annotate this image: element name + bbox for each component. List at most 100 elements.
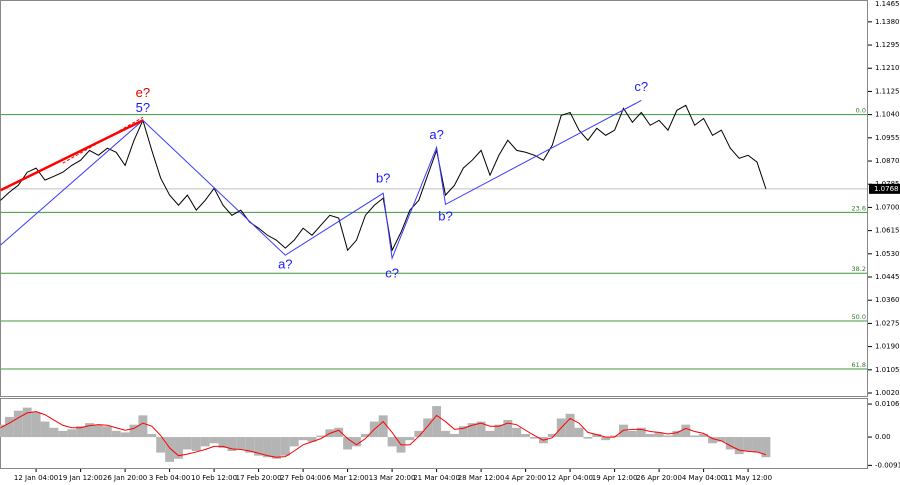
histogram-bar	[138, 415, 148, 438]
histogram-bar	[102, 426, 112, 438]
histogram-bar	[245, 437, 255, 453]
histogram-bar	[13, 410, 23, 438]
histogram-bar	[4, 416, 14, 438]
x-tick-label: 11 May 12:00	[724, 474, 772, 482]
histogram-bar	[672, 430, 682, 438]
histogram-bar	[565, 413, 575, 438]
x-tick-label: 21 Mar 04:00	[413, 474, 460, 482]
histogram-bar	[521, 433, 531, 438]
histogram-bar	[681, 424, 691, 438]
histogram-bar	[147, 433, 157, 438]
x-tick-label: 6 Mar 12:00	[326, 474, 368, 482]
wave-line	[0, 99, 642, 261]
histogram-bar	[441, 430, 450, 438]
y-tick-label: 1.0955	[875, 134, 900, 142]
histogram-bar	[352, 437, 361, 447]
y-tick-label: 1.0615	[875, 227, 900, 235]
histogram-bar	[761, 437, 771, 458]
histogram-bar	[708, 437, 717, 444]
signal-line	[0, 411, 767, 458]
histogram-bar	[93, 424, 103, 438]
histogram-bar	[574, 427, 584, 438]
wave-label: b?	[376, 171, 390, 186]
histogram-bar	[752, 437, 762, 453]
histogram-bar	[218, 437, 228, 448]
wave-label: c?	[634, 79, 648, 94]
y-tick-label: 1.0700	[875, 203, 900, 211]
histogram-bar	[76, 426, 86, 438]
histogram-bar	[378, 415, 388, 438]
histogram-bar	[458, 426, 468, 438]
fib-label: 50.0	[852, 313, 866, 321]
histogram-bar	[129, 424, 139, 438]
histogram-bar	[743, 437, 753, 452]
price-line	[0, 104, 767, 252]
histogram-bar	[503, 420, 513, 438]
histogram-bar	[343, 437, 353, 450]
wave-label: e?	[136, 85, 150, 100]
histogram-bar	[49, 427, 59, 438]
histogram-bar	[645, 433, 655, 438]
fib-label: 61.8	[852, 361, 866, 369]
histogram-bar	[0, 424, 5, 438]
y-tick-label: 0.01065	[875, 400, 900, 408]
histogram-bar	[271, 437, 281, 459]
histogram-bar	[423, 418, 433, 438]
histogram-bar	[654, 432, 664, 438]
histogram-bar	[405, 437, 415, 441]
histogram-bar	[174, 437, 183, 459]
histogram-bar	[254, 437, 264, 456]
histogram-bar	[485, 430, 495, 438]
histogram-bar	[40, 421, 50, 438]
histogram-bar	[22, 407, 32, 438]
y-tick-label: 1.1125	[875, 87, 900, 95]
price-panel	[0, 0, 868, 397]
histogram-bar	[165, 437, 175, 462]
histogram-bar	[414, 430, 424, 438]
histogram-bar	[387, 437, 397, 447]
histogram-bar	[699, 433, 709, 438]
wave-label: a?	[278, 257, 292, 272]
histogram-bar	[592, 433, 602, 438]
y-tick-label: 1.0105	[875, 366, 900, 374]
histogram-bar	[716, 437, 726, 442]
x-tick-label: 26 Apr 20:00	[636, 474, 682, 482]
y-tick-label: 1.0275	[875, 319, 900, 327]
histogram-bar	[360, 433, 370, 438]
histogram-bar	[725, 437, 735, 450]
y-tick-label: 1.0445	[875, 273, 900, 281]
y-tick-label: 1.1040	[875, 111, 900, 119]
histogram-bar	[85, 423, 94, 438]
histogram-bar	[111, 430, 121, 438]
histogram-bar	[200, 437, 210, 447]
x-tick-label: 3 Feb 04:00	[149, 474, 190, 482]
x-tick-label: 12 Jan 04:00	[14, 474, 58, 482]
histogram-bar	[298, 437, 308, 441]
histogram-bar	[280, 437, 290, 456]
y-tick-label: -0.00913	[875, 461, 900, 469]
histogram-bar	[734, 437, 744, 455]
histogram-bar	[316, 435, 326, 438]
wave-label: 5?	[136, 100, 150, 115]
x-tick-label: 19 Jan 12:00	[58, 474, 102, 482]
histogram-bar	[663, 435, 673, 438]
histogram-bar	[530, 437, 539, 439]
x-tick-label: 28 Mar 12:00	[458, 474, 505, 482]
wave-label: c?	[385, 266, 399, 281]
x-tick-label: 10 Feb 12:00	[191, 474, 237, 482]
x-tick-label: 4 Apr 20:00	[505, 474, 546, 482]
last-price-label: 1.0768	[874, 185, 899, 193]
histogram-bar	[120, 432, 130, 438]
x-tick-label: 26 Jan 20:00	[103, 474, 147, 482]
histogram-bar	[236, 437, 246, 450]
y-tick-label: 1.1380	[875, 18, 900, 26]
histogram-bar	[432, 406, 442, 438]
histogram-bar	[182, 437, 192, 450]
y-tick-label: 1.0360	[875, 296, 900, 304]
histogram-bar	[610, 435, 620, 438]
histogram-bar	[583, 437, 593, 439]
histogram-bar	[67, 429, 77, 438]
y-tick-label: 1.1210	[875, 64, 900, 72]
histogram-bar	[334, 427, 344, 438]
